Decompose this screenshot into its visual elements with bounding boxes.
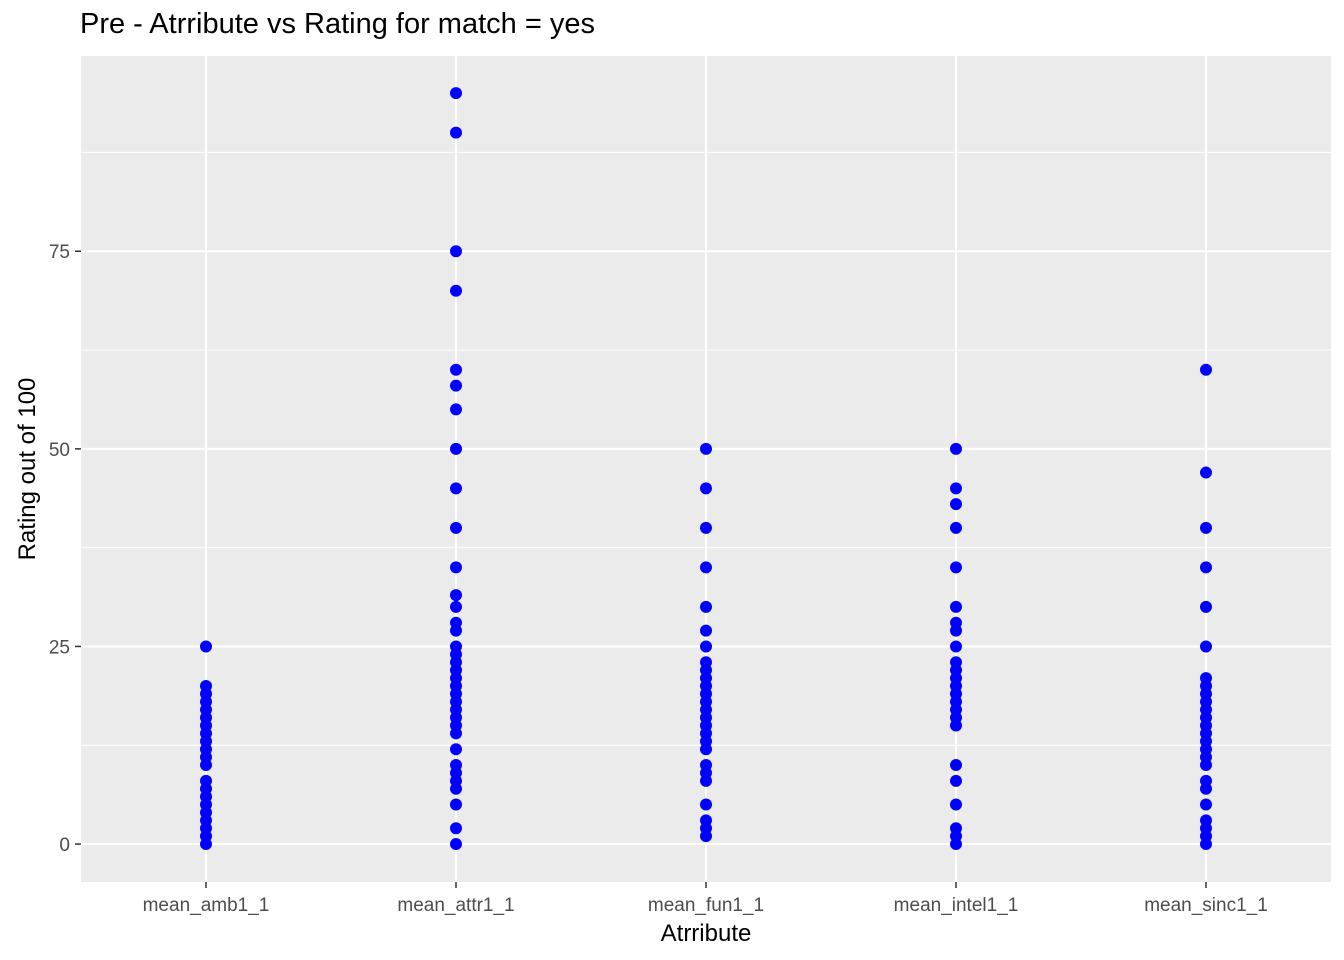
x-tick-label: mean_attr1_1 — [397, 895, 514, 916]
data-point — [450, 126, 462, 139]
data-point — [700, 624, 712, 637]
data-point — [700, 442, 712, 455]
data-point — [700, 759, 712, 772]
data-point — [1200, 521, 1212, 534]
data-point — [1200, 600, 1212, 613]
data-points — [200, 87, 1212, 851]
data-point — [700, 482, 712, 495]
data-point — [1200, 561, 1212, 574]
data-point — [950, 521, 962, 534]
data-point — [1200, 774, 1212, 787]
x-tick-label: mean_intel1_1 — [894, 895, 1019, 916]
data-point — [450, 616, 462, 629]
data-point — [700, 656, 712, 669]
data-point — [1200, 640, 1212, 653]
data-point — [950, 561, 962, 574]
data-point — [700, 814, 712, 827]
x-tick-label: mean_sinc1_1 — [1144, 895, 1268, 916]
data-point — [700, 798, 712, 811]
data-point — [450, 442, 462, 455]
y-tick-label: 25 — [49, 637, 70, 658]
data-point — [450, 363, 462, 376]
data-point — [950, 759, 962, 772]
y-axis-title: Rating out of 100 — [14, 378, 41, 561]
data-point — [450, 561, 462, 574]
data-point — [950, 774, 962, 787]
data-point — [700, 640, 712, 653]
data-point — [950, 442, 962, 455]
y-axis: 0 25 50 75 — [49, 242, 81, 856]
x-tick-label: mean_amb1_1 — [143, 895, 270, 916]
data-point — [450, 640, 462, 653]
x-tick-label: mean_fun1_1 — [648, 895, 764, 916]
y-tick-label: 75 — [49, 242, 70, 263]
data-point — [450, 600, 462, 613]
data-point — [450, 245, 462, 258]
data-point — [1200, 672, 1212, 685]
x-axis: mean_amb1_1 mean_attr1_1 mean_fun1_1 mean_i… — [143, 882, 1268, 916]
data-point — [450, 403, 462, 416]
data-point — [950, 822, 962, 835]
chart-title: Pre - Atrribute vs Rating for match = ye… — [80, 8, 595, 40]
data-point — [450, 284, 462, 297]
data-point — [950, 640, 962, 653]
data-point — [1200, 798, 1212, 811]
data-point — [700, 561, 712, 574]
data-point — [700, 600, 712, 613]
data-point — [700, 521, 712, 534]
data-point — [200, 774, 212, 787]
data-point — [450, 822, 462, 835]
data-point — [950, 798, 962, 811]
data-point — [450, 379, 462, 392]
data-point — [950, 616, 962, 629]
data-point — [200, 640, 212, 653]
data-point — [450, 838, 462, 851]
y-tick-label: 0 — [59, 835, 70, 856]
data-point — [200, 679, 212, 692]
data-point — [950, 482, 962, 495]
data-point — [950, 600, 962, 613]
y-tick-label: 50 — [49, 440, 70, 461]
data-point — [450, 743, 462, 756]
data-point — [950, 656, 962, 669]
data-point — [950, 498, 962, 511]
data-point — [450, 798, 462, 811]
data-point — [1200, 814, 1212, 827]
data-point — [450, 589, 462, 602]
data-point — [450, 521, 462, 534]
x-axis-title: Atrribute — [661, 920, 752, 947]
data-point — [450, 87, 462, 100]
data-point — [450, 482, 462, 495]
data-point — [450, 759, 462, 772]
data-point — [1200, 466, 1212, 479]
data-point — [1200, 363, 1212, 376]
